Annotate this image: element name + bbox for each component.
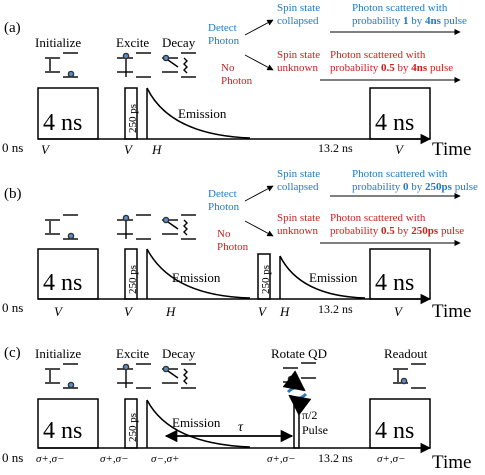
spin-collapsed-line1: Spin state	[277, 2, 320, 14]
pol-label-4-b: V	[258, 304, 268, 319]
step-initialize-label: Initialize	[35, 35, 81, 50]
pulse-4ns-1-b: 4 ns	[43, 270, 82, 296]
pol-label-3: H	[151, 142, 162, 157]
pulse-4ns-2-b: 4 ns	[375, 270, 414, 296]
initialize-level-icon-c	[45, 363, 78, 389]
spin-collapsed-line2-b: collapsed	[277, 181, 319, 193]
timeline-c	[37, 398, 432, 454]
time-axis-label: Time	[432, 139, 471, 160]
outcome1-line2-b: probability 0 by 250ps pulse	[352, 181, 478, 193]
panel-b-label: (b)	[4, 186, 22, 202]
emission-label: Emission	[178, 106, 227, 121]
pol-label-3-c: σ−,σ+	[151, 453, 179, 465]
timeline-b	[37, 248, 432, 305]
spin-collapsed-line1-b: Spin state	[277, 168, 320, 180]
panel-a: (a) Initialize Excite Decay	[2, 2, 471, 160]
outcome1-line1-b: Photon scattered with	[352, 168, 448, 180]
detect-photon-line1-b: Detect	[208, 188, 237, 200]
branch-arrows-b	[244, 185, 461, 247]
pi-pulse-label: Pulse	[302, 423, 328, 437]
decay-level-icon	[162, 52, 196, 78]
pol-label-4: V	[395, 142, 405, 157]
detect-photon-line1: Detect	[208, 22, 237, 34]
step-initialize-label-c: Initialize	[35, 346, 81, 361]
pulse-4ns-2-c: 4 ns	[375, 418, 414, 444]
no-photon-line2-b: Photon	[217, 241, 249, 253]
pol-label-3-b: H	[165, 304, 176, 319]
pulse-250ps-1-b: 250 ps	[127, 265, 139, 294]
no-photon-line1-b: No	[217, 228, 231, 240]
spin-unknown-line1: Spin state	[277, 49, 320, 61]
pol-label-2-c: σ+,σ−	[100, 453, 128, 465]
initialize-level-icon	[45, 52, 78, 78]
step-rotate-label: Rotate QD	[271, 346, 327, 361]
pi-half-label: π/2	[302, 408, 317, 422]
time-end-label-b: 13.2 ns	[318, 302, 353, 316]
time-end-label-c: 13.2 ns	[318, 451, 353, 465]
pol-label-5-c: σ+,σ−	[377, 453, 405, 465]
rotation-arrows-icon	[282, 370, 312, 416]
excite-level-icon-c	[117, 363, 151, 389]
outcome1-line1: Photon scattered with	[352, 2, 448, 14]
panel-c: (c) Initialize Excite Decay Rotate QD Re…	[2, 345, 471, 473]
step-excite-label-c: Excite	[116, 346, 149, 361]
time-zero-label-c: 0 ns	[2, 450, 23, 465]
outcome1-line2: probability 1 by 4ns pulse	[352, 15, 467, 27]
spin-unknown-line2: unknown	[277, 62, 318, 74]
pol-label-1-c: σ+,σ−	[36, 453, 64, 465]
panel-b: (b) Detect Photon No	[2, 168, 478, 322]
step-excite-label: Excite	[116, 35, 149, 50]
emission-label-c: Emission	[172, 415, 221, 430]
panel-c-label: (c)	[4, 345, 21, 361]
pulse-250ps-2-b: 250 ps	[260, 265, 272, 294]
emission-label-1-b: Emission	[172, 270, 221, 285]
spin-unknown-line1-b: Spin state	[277, 212, 320, 224]
tau-label: τ	[238, 420, 244, 435]
panel-a-label: (a)	[4, 20, 21, 36]
pol-label-4-c: σ+,σ−	[267, 453, 295, 465]
time-end-label: 13.2 ns	[318, 141, 353, 155]
decay-level-icon-b	[162, 214, 196, 240]
time-zero-label: 0 ns	[2, 140, 23, 155]
spin-unknown-line2-b: unknown	[277, 225, 318, 237]
pulse-4ns-1-c: 4 ns	[43, 418, 82, 444]
excite-level-icon	[117, 52, 151, 78]
rotate-level-icon	[283, 362, 316, 383]
pulse-250ps-c: 250 ps	[127, 413, 139, 442]
no-photon-line2: Photon	[221, 75, 253, 87]
readout-level-icon	[393, 363, 426, 389]
excite-level-icon-b	[117, 214, 151, 240]
pol-label-2: V	[124, 142, 134, 157]
pol-label-5-b: H	[279, 304, 290, 319]
time-axis-label-b: Time	[432, 301, 471, 322]
step-readout-label: Readout	[384, 346, 428, 361]
emission-label-2-b: Emission	[309, 270, 358, 285]
pulse-4ns-1: 4 ns	[43, 110, 82, 136]
detect-photon-line2: Photon	[208, 35, 240, 47]
outcome2-line1-b: Photon scattered with	[330, 212, 426, 224]
outcome2-line1: Photon scattered with	[330, 49, 426, 61]
no-photon-line1: No	[221, 62, 235, 74]
step-decay-label-c: Decay	[162, 346, 196, 361]
pol-label-1-b: V	[54, 304, 64, 319]
initialize-level-icon-b	[45, 214, 78, 240]
timeline-a	[37, 87, 432, 145]
spin-collapsed-line2: collapsed	[277, 15, 319, 27]
outcome2-line2-b: probability 0.5 by 250ps pulse	[330, 225, 464, 237]
pulse-4ns-2: 4 ns	[375, 110, 414, 136]
time-axis-label-c: Time	[432, 452, 471, 473]
step-decay-label: Decay	[162, 35, 196, 50]
pulse-250ps: 250 ps	[127, 104, 139, 133]
branch-arrows	[244, 19, 461, 84]
pol-label-2-b: V	[124, 304, 134, 319]
outcome2-line2: probability 0.5 by 4ns pulse	[330, 62, 453, 74]
time-zero-label-b: 0 ns	[2, 300, 23, 315]
pol-label-6-b: V	[394, 304, 404, 319]
decay-level-icon-c	[162, 363, 196, 389]
pol-label-1: V	[41, 142, 51, 157]
detect-photon-line2-b: Photon	[208, 201, 240, 213]
